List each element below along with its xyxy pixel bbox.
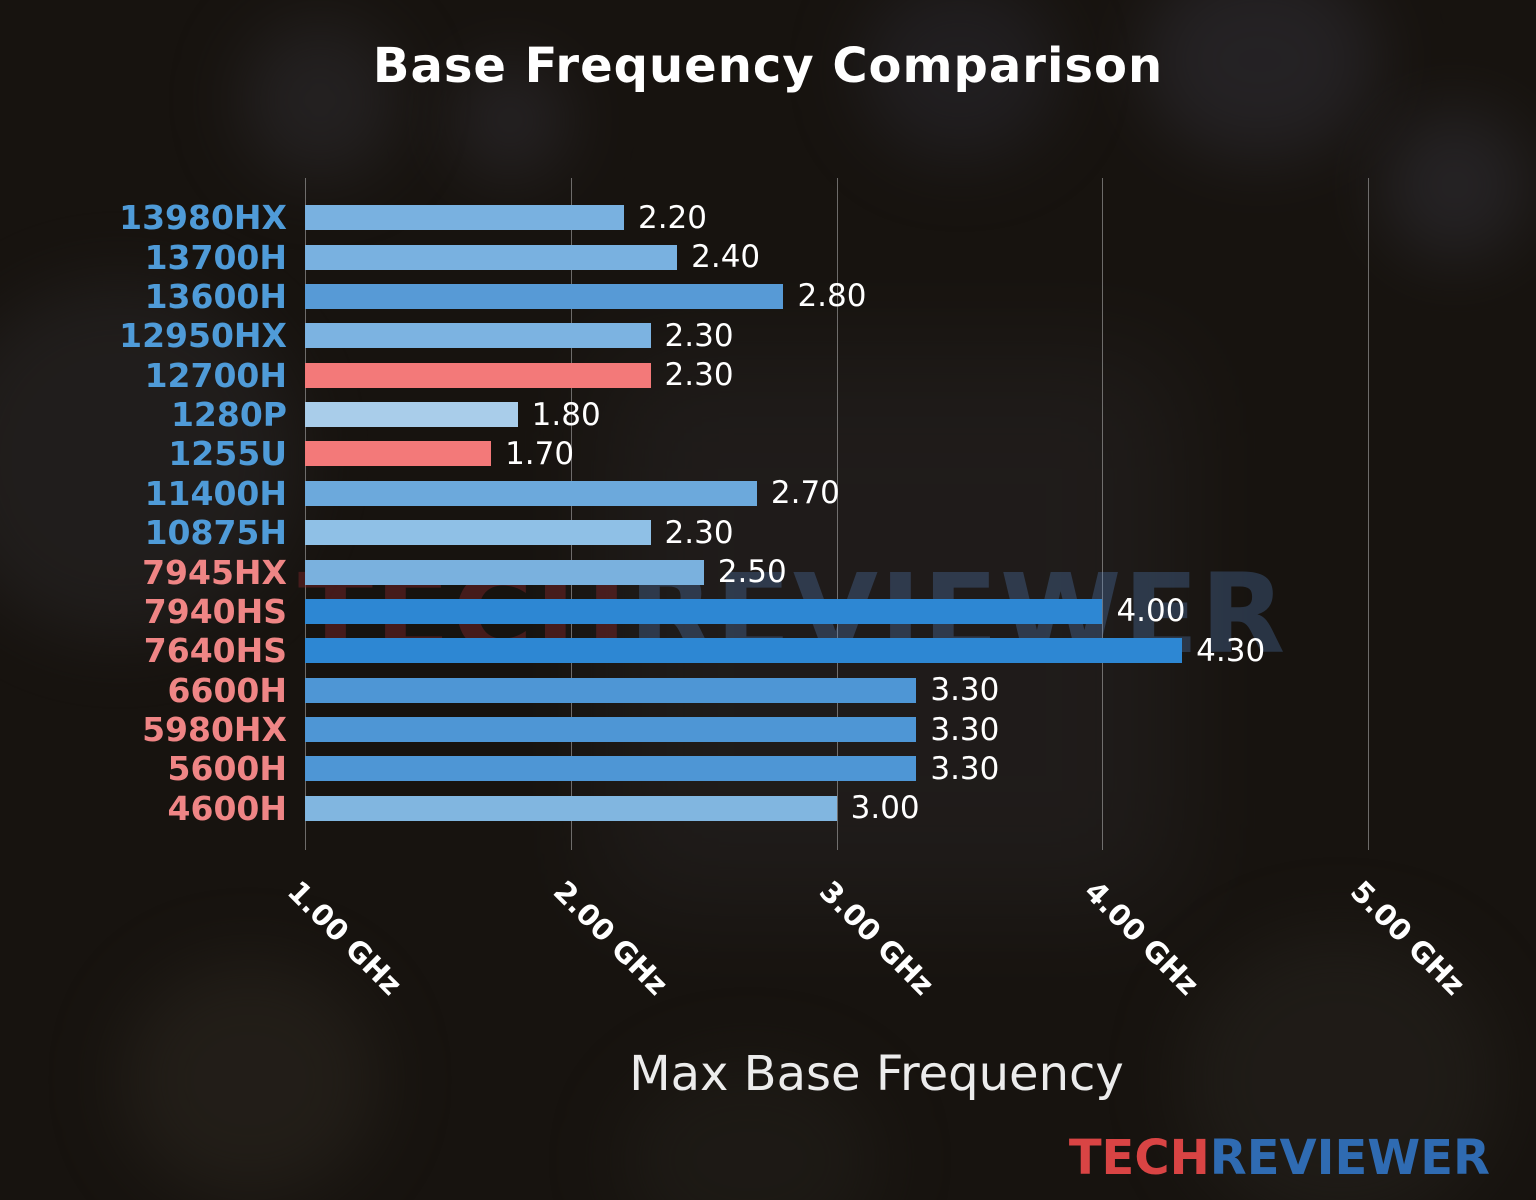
bar-row: 4600H 3.00 <box>168 789 1448 828</box>
plot-area <box>305 178 1448 850</box>
value-label: 2.80 <box>797 278 867 315</box>
bar <box>305 598 1103 624</box>
bar <box>305 638 1183 664</box>
value-label: 2.50 <box>717 554 787 591</box>
category-label: 5600H <box>167 749 287 789</box>
bar <box>305 717 917 743</box>
bar <box>305 520 651 546</box>
x-ticks: 1.00 GHz 2.00 GHz 3.00 GHz 4.00 GHz 5.00 GHz <box>281 860 1472 1050</box>
category-label: 1280P <box>170 395 287 435</box>
techreviewer-logo: TECHREVIEWER <box>1069 1130 1490 1186</box>
bar <box>305 402 518 428</box>
bar-row: 11400H 2.70 <box>145 474 1448 513</box>
category-label: 1255U <box>168 434 287 474</box>
value-label: 2.40 <box>691 239 761 276</box>
bar-row: 1280P 1.80 <box>171 395 1448 434</box>
gridline <box>570 178 572 850</box>
gridline <box>836 178 838 850</box>
category-label: 13980HX <box>119 198 287 238</box>
bar <box>305 756 917 782</box>
value-label: 2.30 <box>664 357 734 394</box>
bar-row: 7640HS 4.30 <box>144 631 1448 670</box>
value-label: 3.00 <box>850 790 920 827</box>
category-label: 7640HS <box>143 631 287 671</box>
value-label: 4.00 <box>1116 593 1186 630</box>
category-label: 12950HX <box>119 316 287 356</box>
background-blob <box>860 0 1060 160</box>
bar-row: 13600H 2.80 <box>145 277 1448 316</box>
category-label: 7940HS <box>143 591 287 631</box>
background-blob <box>1380 110 1530 260</box>
bar-row: 7945HX 2.50 <box>142 552 1448 592</box>
value-label: 2.70 <box>770 475 840 512</box>
category-label: 12700H <box>144 355 287 395</box>
category-label: 6600H <box>167 670 287 710</box>
background-blob <box>120 960 380 1200</box>
bar <box>305 441 492 467</box>
x-tick-label: 3.00 GHz <box>812 874 941 1002</box>
value-label: 1.70 <box>505 435 575 472</box>
gridline <box>1368 178 1370 850</box>
value-label: 4.30 <box>1196 632 1266 669</box>
x-tick-label: 2.00 GHz <box>546 874 675 1002</box>
background-blob <box>240 20 400 180</box>
chart-title: Base Frequency Comparison <box>372 38 1164 94</box>
x-tick-label: 4.00 GHz <box>1078 874 1207 1002</box>
bar <box>305 480 757 506</box>
category-label: 13600H <box>144 276 287 316</box>
bar <box>305 559 704 585</box>
category-label: 11400H <box>144 473 287 513</box>
bar <box>305 362 651 388</box>
bar-row: 7940HS 4.00 <box>144 592 1448 631</box>
bar <box>305 283 784 309</box>
background-blob <box>1180 930 1500 1200</box>
bar-rows: 13980HX 2.20 13700H 2.40 13600H 2.80 12950HX 2.… <box>119 198 1448 828</box>
bar <box>305 795 837 821</box>
value-label: 2.20 <box>637 199 707 236</box>
value-label: 3.30 <box>930 750 1000 787</box>
logo-tech: TECH <box>1068 1130 1210 1186</box>
bar <box>305 323 651 349</box>
bar-row: 5600H 3.30 <box>168 749 1448 788</box>
value-label: 3.30 <box>930 711 1000 748</box>
x-axis-label: Max Base Frequency <box>629 1046 1124 1102</box>
background-blob <box>0 280 300 640</box>
category-label: 4600H <box>167 788 287 828</box>
bar-row: 10875H 2.30 <box>145 513 1448 552</box>
category-label: 13700H <box>144 237 287 277</box>
bar-row: 13980HX 2.20 <box>119 198 1448 237</box>
value-label: 2.30 <box>664 514 734 551</box>
gridline <box>305 178 306 850</box>
bar-row: 6600H 3.30 <box>168 671 1448 710</box>
bar-row: 5980HX 3.30 <box>142 710 1448 749</box>
category-label: 7945HX <box>142 552 287 592</box>
value-label: 2.30 <box>664 317 734 354</box>
bar-row: 12950HX 2.30 <box>119 316 1448 355</box>
background-blob <box>450 60 570 180</box>
gridline <box>1102 178 1104 850</box>
background-blob <box>1140 0 1380 160</box>
logo-reviewer: REVIEWER <box>1209 1130 1490 1186</box>
category-label: 5980HX <box>142 710 287 750</box>
category-label: 10875H <box>144 513 287 553</box>
bar-row: 12700H 2.30 <box>145 356 1448 395</box>
bar-row: 1255U 1.70 <box>168 434 1448 473</box>
value-label: 1.80 <box>531 396 601 433</box>
bar <box>305 205 624 231</box>
value-label: 3.30 <box>930 672 1000 709</box>
bar <box>305 677 917 703</box>
bar-row: 13700H 2.40 <box>145 237 1448 277</box>
bar <box>305 244 678 270</box>
